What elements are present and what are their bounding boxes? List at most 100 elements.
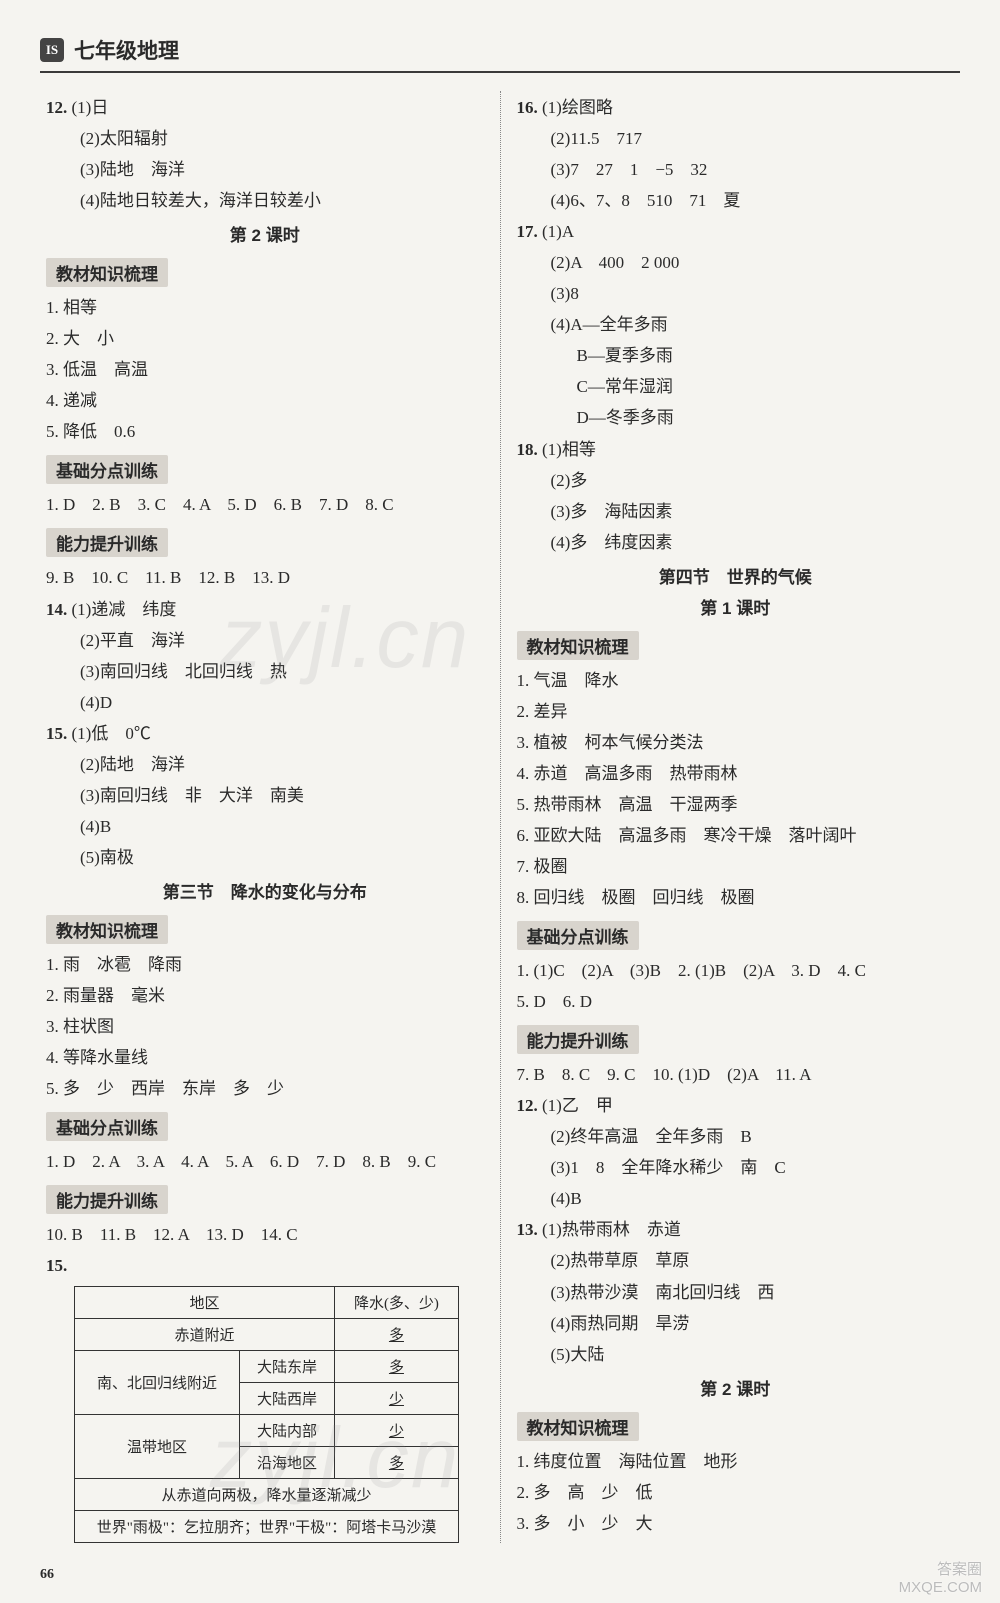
nl2-row: 10. B 11. B 12. A 13. D 14. C xyxy=(46,1221,484,1249)
label-jichu-1: 基础分点训练 xyxy=(46,455,168,484)
jc1-2: 2. 大 小 xyxy=(46,325,484,353)
u-val: 多 xyxy=(389,1360,404,1376)
th-region: 地区 xyxy=(75,1287,335,1319)
lesson-1-heading: 第 1 课时 xyxy=(517,594,955,619)
q13r-a2: (2)热带草原 草原 xyxy=(517,1247,955,1275)
q13r-1: 13. (1)热带雨林 赤道 xyxy=(517,1216,955,1244)
right-column: 16. (1)绘图略 (2)11.5 717 (3)7 27 1 −5 32 (… xyxy=(501,91,961,1543)
th-precip: 降水(多、少) xyxy=(334,1287,458,1319)
jc3-3: 3. 植被 柯本气候分类法 xyxy=(517,729,955,757)
jc2-5: 5. 多 少 西岸 东岸 多 少 xyxy=(46,1075,484,1103)
q16-a2: (2)11.5 717 xyxy=(517,125,955,153)
q15b: 15. xyxy=(46,1252,484,1280)
jc4-2: 2. 多 高 少 低 xyxy=(517,1479,955,1507)
jichu1-row: 1. D 2. B 3. C 4. A 5. D 6. B 7. D 8. C xyxy=(46,491,484,519)
q14-num: 14. xyxy=(46,600,67,619)
footer-line2: MXQE.COM xyxy=(899,1579,982,1597)
q14-a3: (3)南回归线 北回归线 热 xyxy=(46,658,484,686)
jichu3a: 1. (1)C (2)A (3)B 2. (1)B (2)A 3. D 4. C xyxy=(517,957,955,985)
q16-1: 16. (1)绘图略 xyxy=(517,94,955,122)
q17-a3: (3)8 xyxy=(517,280,955,308)
td-temperate: 温带地区 xyxy=(75,1415,240,1479)
td-coast: 沿海地区 xyxy=(240,1447,335,1479)
label-nengli-3: 能力提升训练 xyxy=(517,1025,639,1054)
q18-a3: (3)多 海陆因素 xyxy=(517,498,955,526)
jc1-3: 3. 低温 高温 xyxy=(46,356,484,384)
q12-1: 12. (1)日 xyxy=(46,94,484,122)
label-jiaocai-2: 教材知识梳理 xyxy=(46,915,168,944)
precipitation-table: 地区 降水(多、少) 赤道附近 多 南、北回归线附近 大陆东岸 多 大陆西岸 少 xyxy=(74,1286,459,1543)
label-jiaocai-4: 教材知识梳理 xyxy=(517,1412,639,1441)
q15-a2: (2)陆地 海洋 xyxy=(46,751,484,779)
lesson-2-heading-r: 第 2 课时 xyxy=(517,1375,955,1400)
section-4-heading: 第四节 世界的气候 xyxy=(517,563,955,588)
page-header: IS 七年级地理 xyxy=(40,35,960,73)
jc3-7: 7. 极圈 xyxy=(517,853,955,881)
label-nengli-1: 能力提升训练 xyxy=(46,528,168,557)
q12-a1: (1)日 xyxy=(72,98,109,117)
q16-a3: (3)7 27 1 −5 32 xyxy=(517,156,955,184)
q12-a2: (2)太阳辐射 xyxy=(46,125,484,153)
u-val: 少 xyxy=(389,1392,404,1408)
jichu3b: 5. D 6. D xyxy=(517,988,955,1016)
q15-1: 15. (1)低 0℃ xyxy=(46,720,484,748)
q17-1: 17. (1)A xyxy=(517,218,955,246)
jc3-2: 2. 差异 xyxy=(517,698,955,726)
u-val: 多 xyxy=(389,1328,404,1344)
jc4-1: 1. 纬度位置 海陆位置 地形 xyxy=(517,1448,955,1476)
td-trend: 从赤道向两极，降水量逐渐减少 xyxy=(75,1479,459,1511)
label-jichu-2: 基础分点训练 xyxy=(46,1112,168,1141)
table-row: 地区 降水(多、少) xyxy=(75,1287,459,1319)
u-val: 多 xyxy=(389,1456,404,1472)
jc2-4: 4. 等降水量线 xyxy=(46,1044,484,1072)
table-row: 赤道附近 多 xyxy=(75,1319,459,1351)
jc1-4: 4. 递减 xyxy=(46,387,484,415)
table-row: 南、北回归线附近 大陆东岸 多 xyxy=(75,1351,459,1383)
q13r-num: 13. xyxy=(517,1220,538,1239)
jc2-3: 3. 柱状图 xyxy=(46,1013,484,1041)
jc1-1: 1. 相等 xyxy=(46,294,484,322)
q18-a1: (1)相等 xyxy=(542,440,596,459)
jc3-8: 8. 回归线 极圈 回归线 极圈 xyxy=(517,884,955,912)
td-equator-val: 多 xyxy=(334,1319,458,1351)
q12-num: 12. xyxy=(46,98,67,117)
td-inland-val: 少 xyxy=(334,1415,458,1447)
jc3-6: 6. 亚欧大陆 高温多雨 寒冷干燥 落叶阔叶 xyxy=(517,822,955,850)
q18-a2: (2)多 xyxy=(517,467,955,495)
lesson-2-heading: 第 2 课时 xyxy=(46,221,484,246)
q14-a1: (1)递减 纬度 xyxy=(72,600,177,619)
q17-a4b: B—夏季多雨 xyxy=(517,342,955,370)
q13r-a3: (3)热带沙漠 南北回归线 西 xyxy=(517,1279,955,1307)
td-extremes: 世界"雨极"：乞拉朋齐；世界"干极"：阿塔卡马沙漠 xyxy=(75,1511,459,1543)
q12r-a1: (1)乙 甲 xyxy=(542,1096,613,1115)
q17-a2: (2)A 400 2 000 xyxy=(517,249,955,277)
jc1-5: 5. 降低 0.6 xyxy=(46,418,484,446)
q16-num: 16. xyxy=(517,98,538,117)
q15-a3: (3)南回归线 非 大洋 南美 xyxy=(46,782,484,810)
content-columns: 12. (1)日 (2)太阳辐射 (3)陆地 海洋 (4)陆地日较差大，海洋日较… xyxy=(40,91,960,1543)
q15-a1: (1)低 0℃ xyxy=(72,724,151,743)
page-title: 七年级地理 xyxy=(74,35,179,65)
q13r-a5: (5)大陆 xyxy=(517,1341,955,1369)
jc3-4: 4. 赤道 高温多雨 热带雨林 xyxy=(517,760,955,788)
footer-line1: 答案圈 xyxy=(899,1561,982,1579)
q14-a4: (4)D xyxy=(46,689,484,717)
label-nengli-2: 能力提升训练 xyxy=(46,1185,168,1214)
table-row: 温带地区 大陆内部 少 xyxy=(75,1415,459,1447)
q17-a1: (1)A xyxy=(542,222,574,241)
q17-a4: (4)A—全年多雨 xyxy=(517,311,955,339)
q16-a1: (1)绘图略 xyxy=(542,98,613,117)
u-val: 少 xyxy=(389,1424,404,1440)
q18-num: 18. xyxy=(517,440,538,459)
q18-a4: (4)多 纬度因素 xyxy=(517,529,955,557)
td-west-val: 少 xyxy=(334,1383,458,1415)
label-jiaocai-3: 教材知识梳理 xyxy=(517,631,639,660)
td-equator: 赤道附近 xyxy=(75,1319,335,1351)
table-row: 从赤道向两极，降水量逐渐减少 xyxy=(75,1479,459,1511)
jc3-1: 1. 气温 降水 xyxy=(517,667,955,695)
table-row: 世界"雨极"：乞拉朋齐；世界"干极"：阿塔卡马沙漠 xyxy=(75,1511,459,1543)
td-east-val: 多 xyxy=(334,1351,458,1383)
jc2-1: 1. 雨 冰雹 降雨 xyxy=(46,951,484,979)
label-jichu-3: 基础分点训练 xyxy=(517,921,639,950)
q15-a5: (5)南极 xyxy=(46,844,484,872)
